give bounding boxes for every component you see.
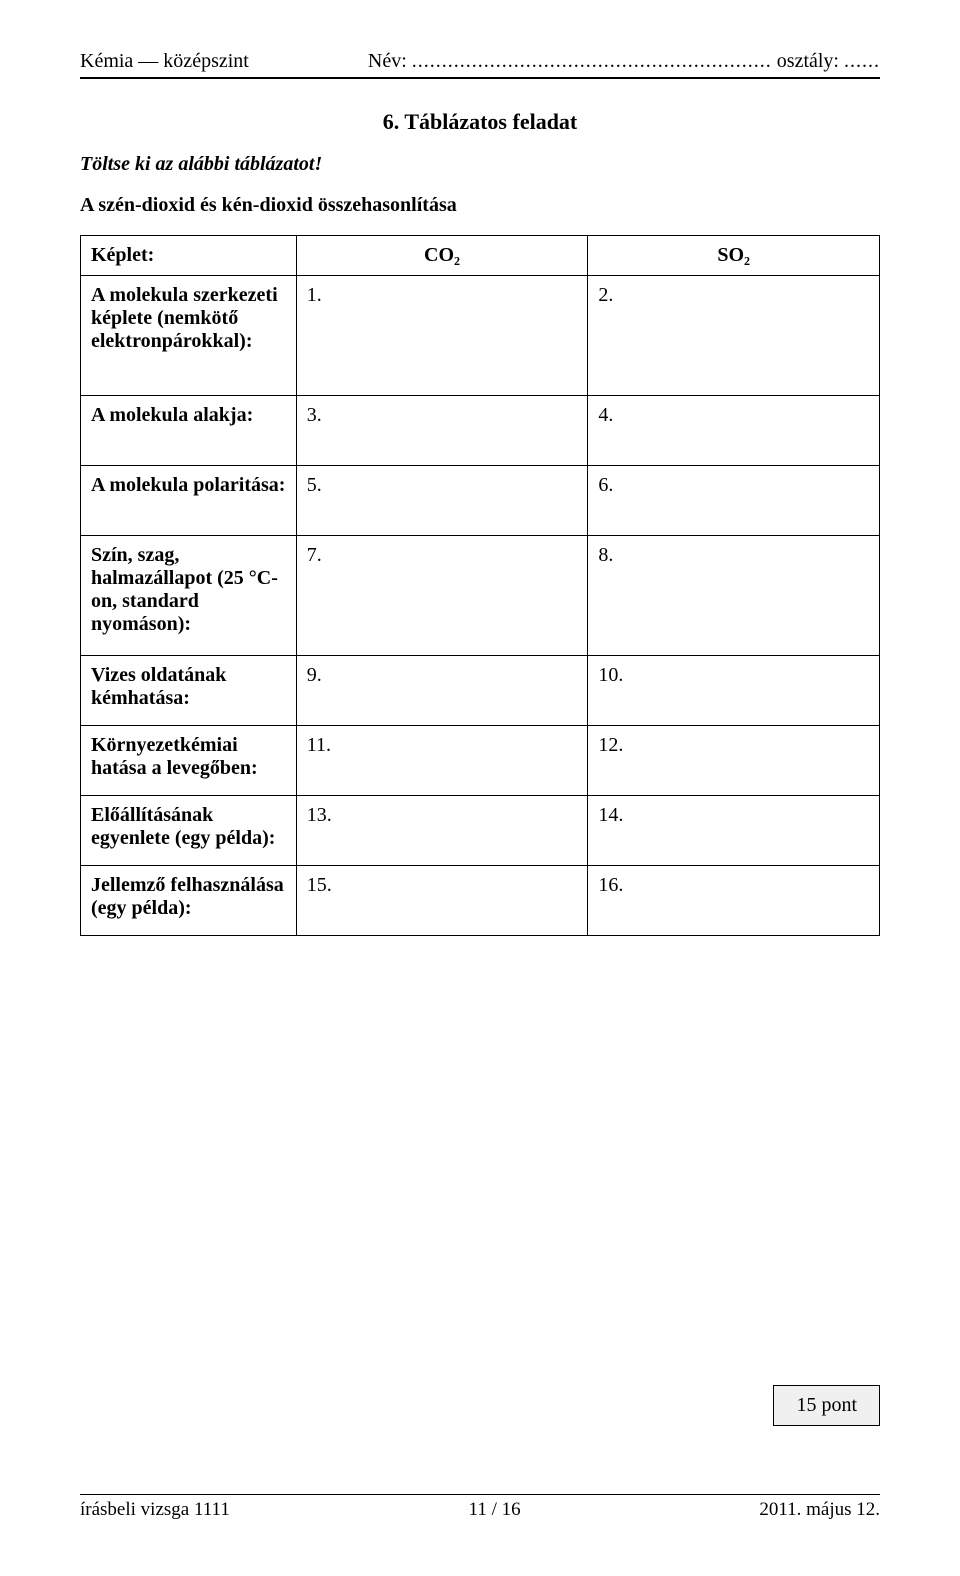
cell-7: 7. xyxy=(296,536,588,656)
table-header-row: Képlet: CO₂ SO₂ xyxy=(81,236,880,276)
cell-13: 13. xyxy=(296,796,588,866)
table-row: Előállításának egyenlete (egy példa): 13… xyxy=(81,796,880,866)
subject-label: Kémia — középszint xyxy=(80,50,249,73)
cell-16: 16. xyxy=(588,866,880,936)
row-label: A molekula szerkezeti képlete (nemkötő e… xyxy=(81,276,297,396)
cell-10: 10. xyxy=(588,656,880,726)
row-label: A molekula alakja: xyxy=(81,396,297,466)
table-row: A molekula szerkezeti képlete (nemkötő e… xyxy=(81,276,880,396)
footer-rule xyxy=(80,1494,880,1495)
col-co2-header: CO₂ xyxy=(296,236,588,276)
page-header: Kémia — középszint Név: ................… xyxy=(80,50,880,73)
row-label: A molekula polaritása: xyxy=(81,466,297,536)
row-label: Környezetkémiai hatása a levegőben: xyxy=(81,726,297,796)
page: Kémia — középszint Név: ................… xyxy=(0,0,960,1576)
cell-6: 6. xyxy=(588,466,880,536)
task-instruction: Töltse ki az alábbi táblázatot! xyxy=(80,153,880,176)
col-so2-header: SO₂ xyxy=(588,236,880,276)
cell-2: 2. xyxy=(588,276,880,396)
cell-14: 14. xyxy=(588,796,880,866)
class-label: osztály: xyxy=(777,50,839,72)
name-class-line: Név: ...................................… xyxy=(368,50,880,73)
table-row: Jellemző felhasználása (egy példa): 15. … xyxy=(81,866,880,936)
name-dots: ........................................… xyxy=(412,50,772,72)
table-row: Szín, szag, halmazállapot (25 °C-on, sta… xyxy=(81,536,880,656)
table-row: Vizes oldatának kémhatása: 9. 10. xyxy=(81,656,880,726)
score-box: 15 pont xyxy=(773,1385,880,1426)
row-label: Jellemző felhasználása (egy példa): xyxy=(81,866,297,936)
cell-12: 12. xyxy=(588,726,880,796)
header-rule xyxy=(80,77,880,79)
cell-9: 9. xyxy=(296,656,588,726)
cell-5: 5. xyxy=(296,466,588,536)
footer-center: 11 / 16 xyxy=(469,1499,521,1521)
row-label: Előállításának egyenlete (egy példa): xyxy=(81,796,297,866)
table-row: Környezetkémiai hatása a levegőben: 11. … xyxy=(81,726,880,796)
page-footer: írásbeli vizsga 1111 11 / 16 2011. május… xyxy=(80,1494,880,1521)
cell-1: 1. xyxy=(296,276,588,396)
cell-15: 15. xyxy=(296,866,588,936)
comparison-table: Képlet: CO₂ SO₂ A molekula szerkezeti ké… xyxy=(80,235,880,936)
footer-left: írásbeli vizsga 1111 xyxy=(80,1499,230,1521)
formula-label-cell: Képlet: xyxy=(81,236,297,276)
table-row: A molekula alakja: 3. 4. xyxy=(81,396,880,466)
row-label: Szín, szag, halmazállapot (25 °C-on, sta… xyxy=(81,536,297,656)
row-label: Vizes oldatának kémhatása: xyxy=(81,656,297,726)
cell-3: 3. xyxy=(296,396,588,466)
cell-4: 4. xyxy=(588,396,880,466)
table-row: A molekula polaritása: 5. 6. xyxy=(81,466,880,536)
task-subtitle: A szén-dioxid és kén-dioxid összehasonlí… xyxy=(80,194,880,217)
task-title: 6. Táblázatos feladat xyxy=(80,109,880,135)
name-label: Név: xyxy=(368,50,407,72)
cell-11: 11. xyxy=(296,726,588,796)
cell-8: 8. xyxy=(588,536,880,656)
class-dots: ...... xyxy=(844,50,880,72)
footer-right: 2011. május 12. xyxy=(759,1499,880,1521)
